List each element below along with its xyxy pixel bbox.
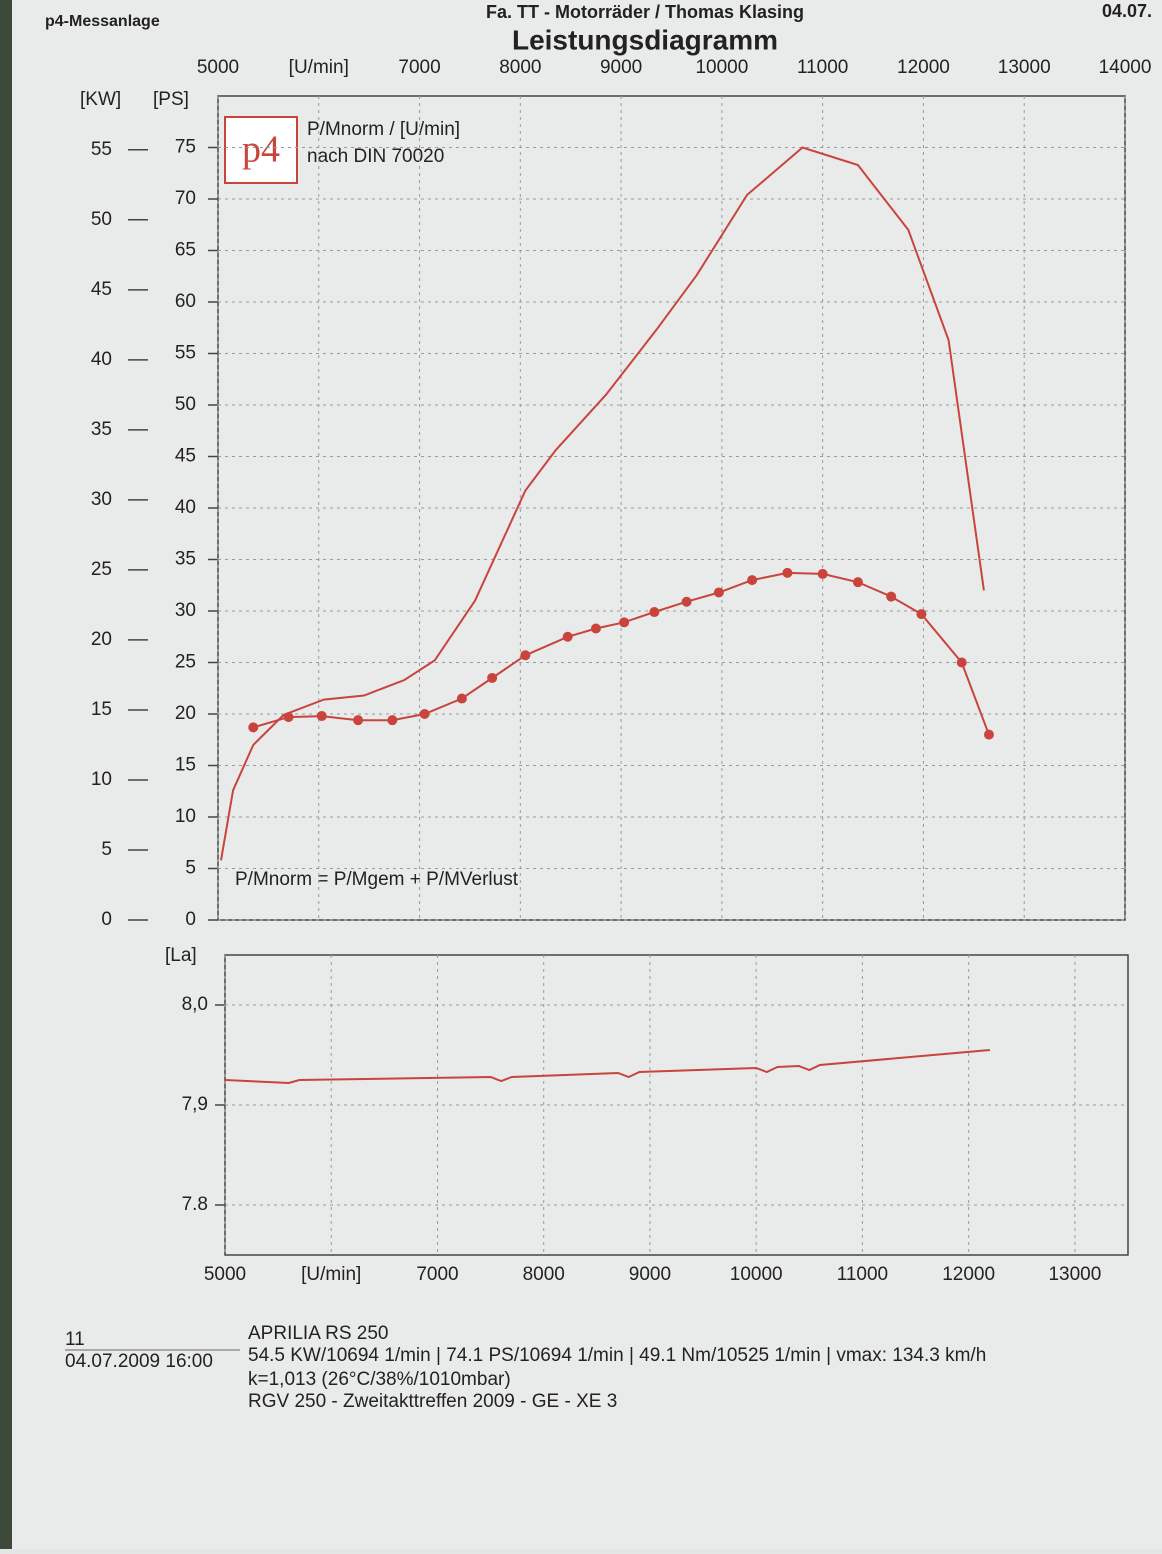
x-tick-label: 13000 (998, 57, 1051, 78)
x-tick-label: 12000 (942, 1264, 995, 1285)
legend-text: nach DIN 70020 (307, 146, 444, 167)
point (456, 693, 467, 704)
y2-tick-label: 20 (91, 629, 112, 650)
y2-tick-label: 5 (101, 839, 112, 860)
company: p4-Messanlage (45, 13, 160, 30)
footer-event: RGV 250 - Zweitakttreffen 2009 - GE - XE… (248, 1391, 617, 1412)
y2-tick-label: 0 (101, 909, 112, 930)
y2-tick-label: 30 (91, 489, 112, 510)
y2-tick-label: 50 (91, 209, 112, 230)
point (852, 577, 863, 588)
y-tick-label: 60 (175, 291, 196, 312)
footer-datetime: 04.07.2009 16:00 (65, 1351, 213, 1372)
point (387, 715, 398, 726)
y2-tick-label: 35 (91, 419, 112, 440)
x-tick-label: 11000 (797, 57, 848, 78)
series-line (224, 1049, 990, 1085)
y-tick-label: 45 (175, 446, 196, 467)
x-tick-label: 12000 (897, 57, 950, 78)
point (956, 657, 967, 668)
paper (12, 0, 1162, 1549)
y-tick-label: 65 (175, 240, 196, 261)
x-tick-label: 9000 (600, 57, 642, 78)
x-tick-label: 11000 (837, 1264, 888, 1285)
y-tick-label: 5 (185, 858, 196, 879)
y-tick-label: 50 (175, 394, 196, 415)
y2-axis-label: [KW] (80, 89, 121, 110)
footer-model: APRILIA RS 250 (248, 1323, 388, 1344)
point (681, 596, 692, 607)
point (248, 722, 259, 733)
point (649, 607, 660, 618)
x-tick-label: 9000 (629, 1264, 671, 1285)
y-tick-label: 8,0 (182, 994, 208, 1015)
point (747, 575, 758, 586)
point (590, 623, 601, 634)
x-tick-label: 5000 (204, 1264, 246, 1285)
y-tick-label: 15 (175, 755, 196, 776)
y-tick-label: 55 (175, 343, 196, 364)
x-tick-label: [U/min] (289, 57, 349, 78)
point (916, 609, 927, 620)
y-tick-label: 0 (185, 909, 196, 930)
point (983, 729, 994, 740)
y2-tick-label: 10 (91, 769, 112, 790)
point (487, 672, 498, 683)
y-tick-label: 10 (175, 806, 196, 827)
x-tick-label: 13000 (1048, 1264, 1101, 1285)
chart-title: Leistungsdiagramm (512, 24, 778, 55)
point (619, 617, 630, 628)
y-tick-label: 7,9 (182, 1094, 208, 1115)
y-tick-label: 25 (175, 652, 196, 673)
point (353, 715, 364, 726)
y2-tick-label: 55 (91, 139, 112, 160)
x-tick-label: 10000 (695, 57, 748, 78)
y2-tick-label: 15 (91, 699, 112, 720)
footer-results: 54.5 KW/10694 1/min | 74.1 PS/10694 1/mi… (248, 1345, 986, 1366)
y-axis-label: [La] (165, 945, 197, 966)
point (316, 711, 327, 722)
x-tick-label: 8000 (499, 57, 541, 78)
y-tick-label: 30 (175, 600, 196, 621)
legend-text: P/Mnorm / [U/min] (307, 119, 460, 140)
footer-number: 11 (65, 1329, 85, 1350)
date: 04.07. (1102, 1, 1152, 21)
y-tick-label: 70 (175, 188, 196, 209)
x-tick-label: [U/min] (301, 1264, 361, 1285)
point (782, 567, 793, 578)
point (713, 587, 724, 598)
y2-tick-label: 45 (91, 279, 112, 300)
point (283, 712, 294, 723)
y-tick-label: 35 (175, 549, 196, 570)
y2-tick-label: 40 (91, 349, 112, 370)
x-tick-label: 14000 (1099, 57, 1152, 78)
point (886, 591, 897, 602)
point (520, 650, 531, 661)
y-tick-label: 75 (175, 137, 196, 158)
logo: p4 (242, 129, 280, 171)
point (419, 709, 430, 719)
y-tick-label: 20 (175, 703, 196, 724)
shop: Fa. TT - Motorräder / Thomas Klasing (486, 2, 804, 22)
photo-edge (0, 0, 12, 1549)
y-tick-label: 40 (175, 497, 196, 518)
x-tick-label: 5000 (197, 57, 239, 78)
formula: P/Mnorm = P/Mgem + P/MVerlust (235, 869, 519, 890)
logo-box (224, 116, 298, 184)
y-tick-label: 7.8 (182, 1194, 208, 1215)
footer-conditions: k=1,013 (26°C/38%/1010mbar) (248, 1369, 511, 1390)
y-axis-label: [PS] (153, 89, 189, 110)
y2-tick-label: 25 (91, 559, 112, 580)
x-tick-label: 7000 (398, 57, 440, 78)
point (817, 568, 828, 579)
x-tick-label: 10000 (730, 1264, 783, 1285)
x-tick-label: 8000 (523, 1264, 565, 1285)
point (562, 631, 573, 642)
x-tick-label: 7000 (416, 1264, 458, 1285)
